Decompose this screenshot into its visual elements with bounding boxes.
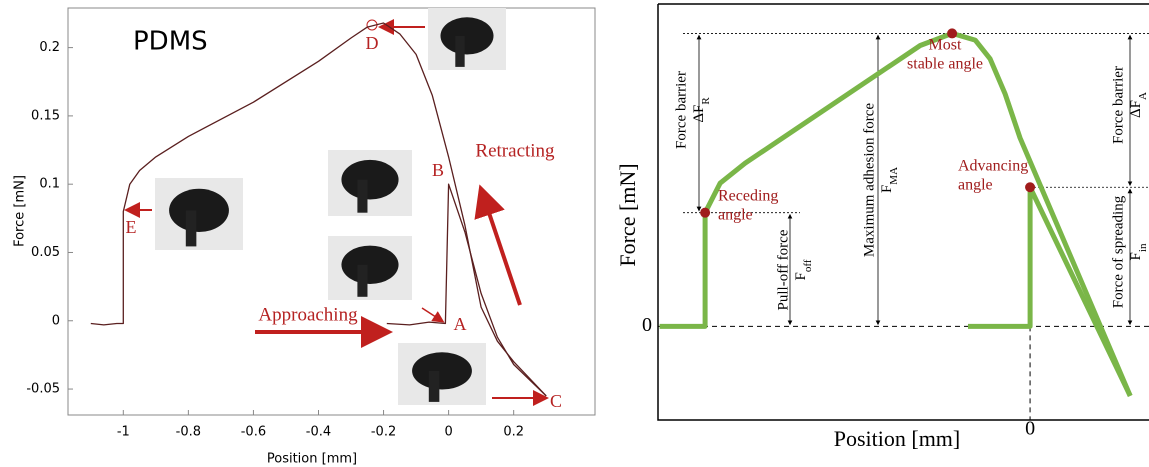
x-tick-label: -1	[117, 425, 130, 440]
subscript: off	[802, 259, 814, 272]
y-axis-title: Force [mN]	[13, 175, 28, 247]
symbol: F	[1128, 252, 1144, 260]
x-axis-title: Position [mm]	[834, 426, 961, 451]
annotation-label: Force barrier	[1110, 66, 1126, 144]
droplet	[440, 17, 493, 54]
y-tick-label: 0.15	[31, 108, 60, 123]
annotation: angle	[958, 177, 993, 194]
arrow	[422, 308, 442, 321]
symbol: ΔF	[1128, 100, 1144, 118]
annotation-symbol: Fin	[1128, 243, 1148, 260]
symbol: ΔF	[691, 105, 707, 123]
subscript: MA	[888, 167, 900, 185]
annotation: stable angle	[907, 56, 983, 73]
droplet	[341, 246, 398, 284]
right-chart: 0 0 Position [mm] Force [mN] Most stable angl…	[615, 4, 1149, 451]
needle	[186, 210, 197, 246]
droplet	[341, 160, 398, 200]
subscript: R	[700, 97, 712, 105]
annotation: angle	[718, 207, 753, 224]
x-tick-label: -0.4	[306, 425, 331, 440]
subscript: A	[1137, 92, 1149, 100]
annotation: C	[550, 391, 562, 411]
x-tick-label: 0	[1025, 418, 1035, 440]
annotation: Most	[929, 37, 962, 54]
annotation: B	[432, 160, 444, 180]
droplet	[169, 189, 229, 232]
x-tick-label: -0.2	[371, 425, 396, 440]
x-tick-label: -0.6	[241, 425, 266, 440]
x-tick-label: -0.8	[176, 425, 201, 440]
figure: -1 -0.8 -0.6 -0.4 -0.2 0 0.2 -0.05 0 0.05 0.1 0.15 0…	[0, 0, 1149, 467]
annotation-label: Maximum adhesion force	[861, 103, 877, 257]
x-axis-title: Position [mm]	[267, 452, 357, 467]
y-tick-label: 0	[642, 314, 652, 336]
point	[700, 208, 710, 218]
annotation-label: Force barrier	[673, 71, 689, 149]
annotation: E	[126, 217, 137, 237]
annotation-label: Pull-off force	[775, 229, 791, 310]
annotation-label: Force of spreading	[1110, 195, 1126, 308]
annotation-symbol: FMA	[879, 167, 899, 193]
annotation: A	[454, 314, 467, 334]
subscript: in	[1137, 243, 1149, 252]
annotation-symbol: ΔFA	[1128, 92, 1148, 118]
annotation: D	[366, 33, 379, 53]
annotation-symbol: ΔFR	[691, 97, 711, 123]
arrow	[482, 192, 520, 305]
y-axis-title: Force [mN]	[615, 163, 640, 266]
x-tick-label: 0	[444, 425, 452, 440]
annotation: Retracting	[475, 140, 555, 161]
x-tick-label: 0.2	[503, 425, 524, 440]
point	[1025, 182, 1035, 192]
y-tick-label: 0.2	[39, 40, 60, 55]
y-tick-label: 0	[52, 313, 60, 328]
y-tick-label: -0.05	[26, 382, 60, 397]
chart-title: PDMS	[133, 27, 208, 57]
annotation: Approaching	[258, 304, 358, 325]
needle	[429, 371, 440, 402]
left-chart: -1 -0.8 -0.6 -0.4 -0.2 0 0.2 -0.05 0 0.05 0.1 0.15 0…	[13, 8, 596, 467]
symbol: F	[879, 185, 895, 193]
needle	[357, 180, 367, 213]
symbol: F	[793, 272, 809, 280]
needle	[455, 36, 464, 67]
y-tick-label: 0.05	[31, 245, 60, 260]
data-line	[968, 187, 1130, 396]
needle	[357, 265, 367, 297]
annotation: Advancing	[958, 158, 1028, 175]
y-tick-label: 0.1	[39, 177, 60, 192]
droplet	[412, 352, 472, 389]
annotation-symbol: Foff	[793, 259, 813, 280]
annotation: Receding	[718, 188, 778, 205]
